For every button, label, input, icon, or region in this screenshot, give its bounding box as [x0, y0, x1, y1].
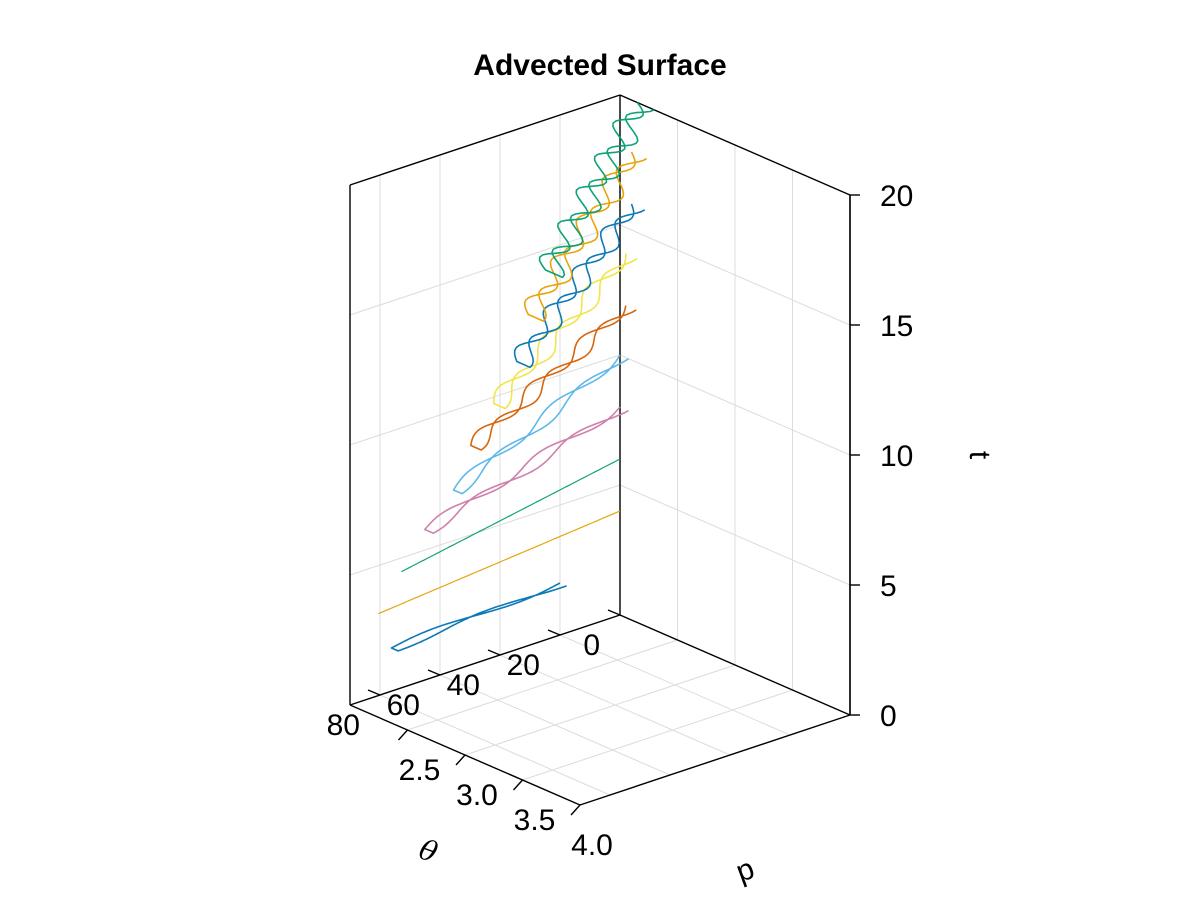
series-curve-t4	[378, 510, 621, 615]
x-axis-label: θ	[415, 833, 442, 870]
theta-tick-label: 80	[327, 709, 360, 742]
p-tick-label: 3.0	[456, 779, 498, 812]
theta-tick-label: 60	[387, 689, 420, 722]
series-curve-t12	[470, 305, 637, 451]
floor-grid-p	[464, 664, 736, 756]
series-curve-t20	[538, 102, 655, 279]
theta-tick-mark	[487, 649, 501, 656]
series-curve-t14	[493, 253, 638, 410]
theta-tick-mark	[607, 609, 621, 616]
z-axis-label: t	[963, 451, 996, 460]
wall-grid-t	[349, 224, 621, 316]
p-tick-mark	[455, 754, 466, 766]
theta-tick-mark	[367, 689, 381, 696]
t-tick-label: 15	[880, 310, 913, 343]
wall-grid-t	[349, 484, 621, 576]
floor-grid-p	[407, 639, 678, 731]
p-tick-label: 3.5	[514, 804, 556, 837]
floor-grid-p	[522, 689, 793, 781]
theta-tick-mark	[427, 669, 441, 676]
wall-grid-t	[619, 354, 851, 456]
back-edge-top-p	[619, 94, 851, 196]
theta-tick-label: 40	[447, 669, 480, 702]
chart-title: Advected Surface	[473, 49, 726, 82]
t-tick-label: 0	[880, 700, 897, 733]
theta-tick-label: 0	[583, 629, 600, 662]
floor-edge-theta	[349, 614, 621, 706]
wall-grid-t	[619, 224, 851, 326]
ticks-layer: 0 20 40 60 80 2.5 3.0 3.5 4.0 0 5 10 15 20	[327, 180, 914, 862]
p-tick-label: 4.0	[571, 829, 613, 862]
t-tick-label: 20	[880, 180, 913, 213]
p-tick-label: 2.5	[399, 754, 441, 787]
series-curve-t2	[390, 582, 567, 652]
t-tick-label: 5	[880, 570, 897, 603]
wall-grid-t	[619, 484, 851, 586]
theta-tick-mark	[547, 629, 561, 636]
series-curve-t6	[401, 458, 621, 573]
floor-edge-p	[619, 614, 851, 716]
p-tick-mark	[397, 729, 409, 741]
theta-tick-label: 20	[507, 649, 540, 682]
series-curve-t8	[424, 406, 629, 534]
y-axis-label: p	[732, 852, 759, 889]
back-edge-top-theta	[349, 94, 621, 186]
p-tick-mark	[512, 779, 524, 791]
series-curve-t16	[513, 203, 646, 369]
series-curve-t10	[452, 354, 629, 495]
p-tick-mark	[570, 804, 581, 816]
series-layer	[378, 102, 655, 652]
front-floor-edge-theta	[579, 714, 851, 806]
wall-grid-t	[349, 354, 621, 446]
t-tick-label: 10	[880, 440, 913, 473]
back-frame	[349, 94, 851, 716]
series-curve-t18	[523, 151, 648, 322]
grid-layer	[349, 94, 851, 806]
